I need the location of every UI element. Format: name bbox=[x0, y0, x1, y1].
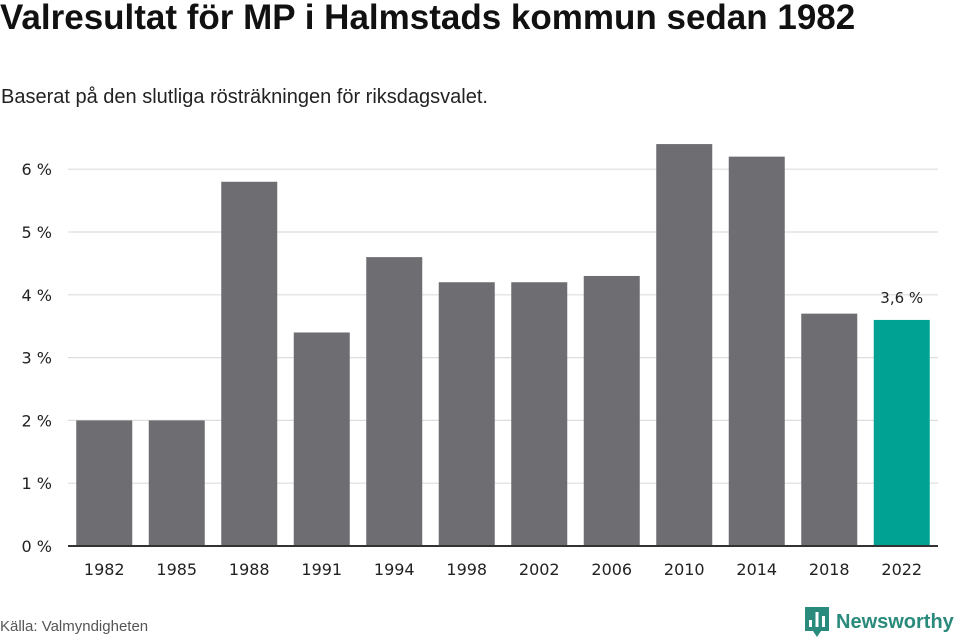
bar bbox=[728, 156, 785, 546]
bar bbox=[148, 420, 205, 546]
y-tick-label: 4 % bbox=[22, 286, 52, 305]
x-tick-label: 2002 bbox=[519, 560, 560, 579]
bar bbox=[76, 420, 133, 546]
bar bbox=[221, 181, 278, 546]
y-tick-label: 6 % bbox=[22, 160, 52, 179]
chart-title: Valresultat för MP i Halmstads kommun se… bbox=[0, 0, 856, 37]
x-tick-label: 2006 bbox=[591, 560, 632, 579]
x-tick-label: 2010 bbox=[664, 560, 705, 579]
bar bbox=[656, 144, 713, 546]
chart-subtitle: Baserat på den slutliga rösträkningen fö… bbox=[1, 86, 488, 108]
bar bbox=[366, 257, 423, 546]
x-tick-label: 1982 bbox=[84, 560, 125, 579]
source-note: Källa: Valmyndigheten bbox=[0, 618, 149, 635]
y-tick-label: 2 % bbox=[22, 411, 52, 430]
x-tick-label: 1998 bbox=[446, 560, 487, 579]
x-tick-label: 1985 bbox=[156, 560, 197, 579]
brand-name: Newsworthy bbox=[836, 610, 954, 633]
x-tick-label: 2014 bbox=[736, 560, 777, 579]
bar bbox=[511, 282, 568, 546]
x-tick-label: 1991 bbox=[301, 560, 342, 579]
x-tick-label: 1994 bbox=[374, 560, 415, 579]
y-tick-label: 5 % bbox=[22, 223, 52, 242]
x-tick-label: 2022 bbox=[881, 560, 922, 579]
bar bbox=[801, 313, 858, 546]
bar-data-label: 3,6 % bbox=[880, 289, 923, 307]
bar bbox=[293, 332, 350, 546]
bar bbox=[873, 319, 930, 546]
y-tick-label: 1 % bbox=[22, 474, 52, 493]
brand-logo[interactable]: Newsworthy bbox=[804, 606, 954, 638]
x-tick-label: 2018 bbox=[809, 560, 850, 579]
y-tick-label: 0 % bbox=[22, 537, 52, 556]
bar bbox=[438, 282, 495, 546]
y-tick-label: 3 % bbox=[22, 349, 52, 368]
newsworthy-logo-icon bbox=[805, 607, 829, 637]
bar bbox=[583, 275, 640, 546]
x-tick-label: 1988 bbox=[229, 560, 270, 579]
